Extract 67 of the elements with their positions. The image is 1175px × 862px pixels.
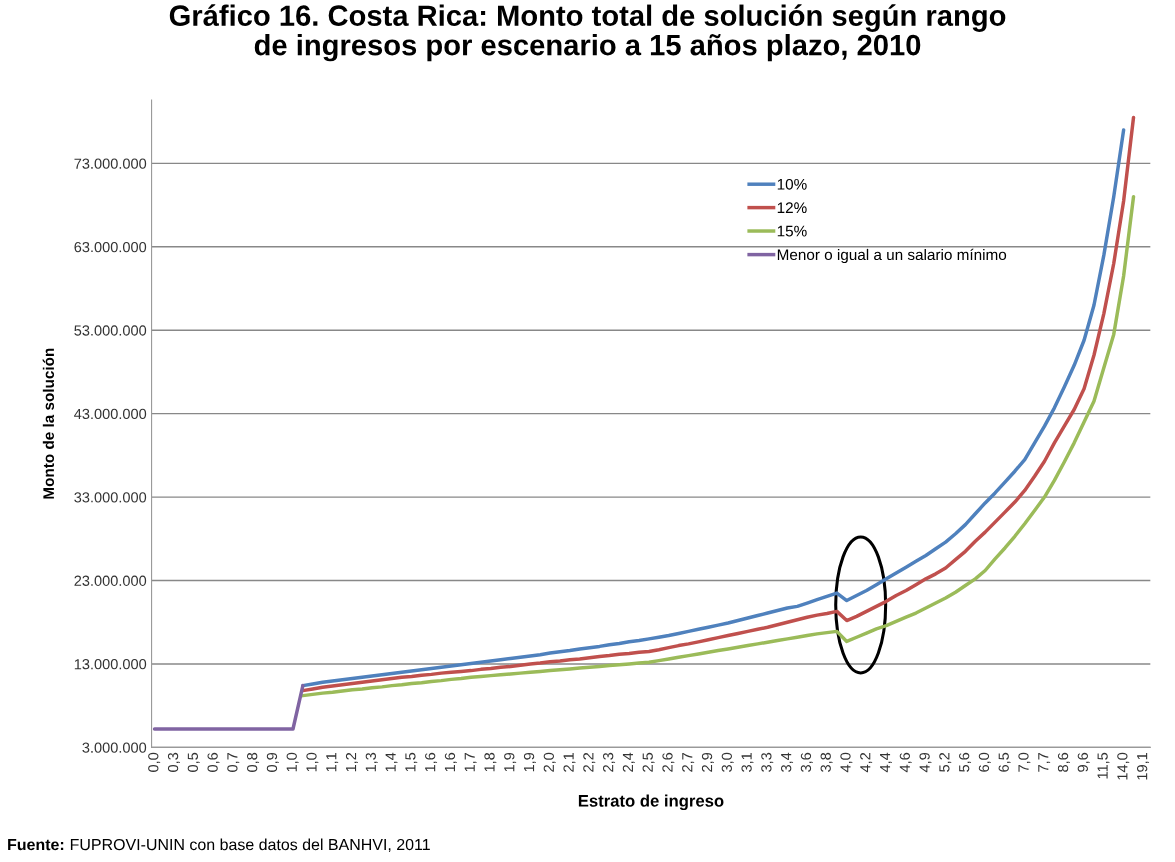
x-tick-label: 19,1 — [1136, 752, 1150, 780]
x-tick-label: 4,2 — [860, 752, 873, 773]
x-tick-label: 3,4 — [781, 752, 794, 772]
y-tick-label: 53.000.000 — [74, 325, 147, 336]
x-tick-label: 4,9 — [919, 752, 932, 773]
x-tick-label: 0,3 — [167, 752, 180, 772]
x-axis-title: Estrato de ingreso — [578, 794, 724, 811]
x-tick-label: 1,9 — [504, 752, 517, 772]
source-note: Fuente: FUPROVI-UNIN con base datos del BANHVI, 2011 — [8, 838, 430, 853]
x-tick-label: 8,6 — [1057, 752, 1070, 772]
x-tick-label: 2,7 — [682, 752, 695, 772]
x-tick-label: 0,6 — [207, 752, 220, 772]
x-tick-label: 0,0 — [148, 752, 161, 772]
x-tick-label: 1,6 — [444, 752, 457, 772]
x-tick-label: 5,6 — [959, 752, 972, 772]
x-tick-label: 1,0 — [306, 752, 319, 772]
x-tick-label: 2,1 — [563, 752, 576, 772]
x-tick-label: 5,2 — [939, 752, 952, 772]
x-tick-label: 6,0 — [978, 752, 991, 772]
legend-label: Menor o igual a un salario mínimo — [777, 248, 1007, 264]
y-tick-label: 33.000.000 — [74, 492, 147, 503]
x-tick-label: 6,5 — [998, 752, 1011, 772]
x-tick-label: 1,0 — [286, 752, 299, 772]
x-tick-label: 0,5 — [187, 752, 200, 772]
y-tick-label: 43.000.000 — [74, 408, 147, 420]
x-tick-label: 0,9 — [266, 752, 279, 772]
legend-label: 15% — [777, 225, 807, 237]
x-tick-label: 14,0 — [1117, 752, 1130, 780]
y-axis-title: Monto de la solución — [42, 348, 55, 499]
x-tick-label: 4,0 — [840, 752, 853, 773]
x-tick-label: 1,6 — [425, 752, 438, 772]
x-tick-label: 0,8 — [247, 752, 260, 772]
x-tick-label: 3,1 — [741, 752, 754, 772]
x-tick-label: 2,5 — [642, 752, 655, 772]
x-tick-label: 4,6 — [899, 752, 912, 773]
y-tick-label: 23.000.000 — [74, 575, 147, 586]
x-tick-label: 2,4 — [622, 752, 635, 772]
x-tick-label: 1,2 — [345, 752, 358, 772]
x-tick-label: 3,6 — [800, 752, 813, 772]
x-tick-label: 2,3 — [603, 752, 616, 772]
x-tick-label: 4,4 — [880, 752, 892, 773]
x-tick-label: 3,3 — [761, 752, 774, 772]
x-tick-label: 3,0 — [721, 752, 734, 772]
y-tick-label: 13.000.000 — [74, 659, 147, 670]
x-tick-label: 1,7 — [464, 752, 477, 772]
y-tick-label: 73.000.000 — [74, 158, 147, 169]
legend-label: 10% — [777, 178, 807, 190]
x-tick-label: 1,5 — [405, 752, 418, 772]
legend-label: 12% — [777, 202, 807, 214]
x-tick-label: 0,7 — [227, 752, 240, 772]
x-tick-label: 1,4 — [385, 752, 398, 772]
x-tick-label: 2,0 — [543, 752, 556, 772]
x-tick-label: 9,6 — [1077, 752, 1090, 772]
y-tick-label: 3.000.000 — [82, 742, 147, 753]
x-tick-label: 2,6 — [662, 752, 675, 772]
x-tick-label: 1,8 — [484, 752, 497, 772]
x-tick-label: 2,9 — [701, 752, 714, 772]
x-tick-label: 1,1 — [326, 752, 339, 772]
x-tick-label: 7,7 — [1038, 752, 1051, 772]
x-tick-label: 1,9 — [523, 752, 536, 772]
x-tick-label: 3,8 — [820, 752, 833, 772]
x-tick-label: 2,2 — [583, 752, 596, 772]
chart-title: Gráfico 16. Costa Rica: Monto total de solución según rango de ingresos por escenario a 15 años plazo, 2010 — [169, 4, 1006, 62]
x-tick-label: 11,5 — [1097, 752, 1110, 779]
x-tick-label: 1,3 — [365, 752, 378, 772]
x-tick-label: 7,0 — [1018, 752, 1031, 772]
y-tick-label: 63.000.000 — [74, 241, 147, 253]
